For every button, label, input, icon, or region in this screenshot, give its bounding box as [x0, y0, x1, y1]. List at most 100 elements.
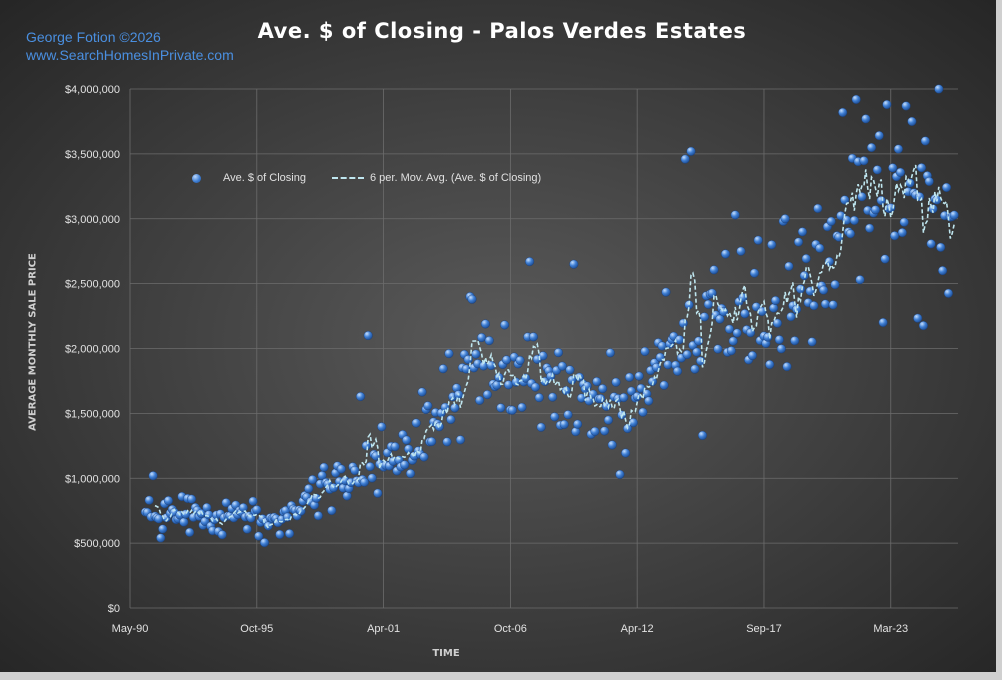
data-point	[550, 412, 560, 422]
x-tick-label: Sep-17	[746, 623, 781, 635]
series-moving-average	[154, 164, 955, 530]
data-point	[767, 240, 777, 250]
data-point	[857, 192, 867, 202]
data-point	[861, 114, 871, 124]
data-point	[515, 355, 525, 365]
data-point	[686, 146, 696, 156]
data-point	[419, 452, 429, 462]
data-point	[632, 392, 642, 402]
data-point	[538, 351, 548, 361]
data-point	[949, 210, 959, 220]
data-point	[876, 195, 886, 205]
data-point	[367, 473, 377, 483]
data-point	[400, 460, 410, 470]
y-tick-label: $3,000,000	[65, 214, 120, 226]
legend-dashed-line-icon	[332, 177, 364, 179]
data-point	[242, 524, 252, 534]
data-point	[678, 318, 688, 328]
data-point	[590, 426, 600, 436]
x-tick-label: Apr-12	[621, 623, 654, 635]
data-point	[728, 336, 738, 346]
legend-label-ave-closing: Ave. $ of Closing	[223, 172, 306, 184]
data-point	[502, 355, 512, 365]
chart-title: Ave. $ of Closing - Palos Verdes Estates	[257, 19, 747, 43]
data-point	[934, 84, 944, 94]
data-point	[359, 477, 369, 487]
data-point	[361, 441, 371, 451]
data-point	[634, 371, 644, 381]
data-point	[536, 422, 546, 432]
data-point	[248, 496, 258, 506]
data-point	[913, 313, 923, 323]
data-point	[834, 232, 844, 242]
data-point	[648, 377, 658, 387]
data-point	[893, 144, 903, 154]
data-point	[659, 380, 669, 390]
data-point	[311, 493, 321, 503]
data-point	[796, 284, 806, 294]
y-tick-label: $0	[108, 603, 120, 615]
data-point	[471, 349, 481, 359]
data-point	[917, 163, 927, 173]
data-point	[638, 407, 648, 417]
data-point	[826, 216, 836, 226]
data-point	[703, 299, 713, 309]
data-point	[402, 435, 412, 445]
data-point	[596, 394, 606, 404]
data-point	[390, 442, 400, 452]
data-point	[559, 419, 569, 429]
data-point	[790, 336, 800, 346]
data-point	[715, 314, 725, 324]
data-point	[621, 448, 631, 458]
data-point	[567, 375, 577, 385]
y-tick-label: $1,000,000	[65, 473, 120, 485]
data-point	[446, 415, 456, 425]
data-point	[807, 337, 817, 347]
data-point	[534, 393, 544, 403]
data-point	[819, 285, 829, 295]
data-point	[878, 318, 888, 328]
data-point	[438, 364, 448, 374]
data-point	[721, 249, 731, 259]
data-point	[285, 529, 295, 539]
data-point	[327, 506, 337, 516]
data-point	[144, 495, 154, 505]
data-point	[221, 498, 231, 508]
data-point	[771, 296, 781, 306]
credit-website[interactable]: www.SearchHomesInPrivate.com	[26, 47, 234, 63]
data-point	[592, 377, 602, 387]
data-point	[690, 364, 700, 374]
data-point	[872, 165, 882, 175]
data-point	[467, 294, 477, 304]
data-point	[851, 94, 861, 104]
x-tick-label: Oct-06	[494, 623, 527, 635]
data-point	[880, 254, 890, 264]
legend-entry-ave-closing: Ave. $ of Closing	[192, 172, 306, 184]
legend-marker-ball-icon	[192, 173, 201, 183]
credit-author: George Fotion ©2026	[26, 29, 161, 45]
data-point	[365, 462, 375, 472]
y-tick-label: $2,000,000	[65, 344, 120, 356]
axis-labels: $0 $500,000 $1,000,000 $1,500,000 $2,000,000…	[65, 84, 908, 635]
data-point	[304, 484, 314, 494]
y-tick-label: $2,500,000	[65, 279, 120, 291]
data-point	[782, 362, 792, 372]
data-point	[726, 346, 736, 356]
data-point	[943, 288, 953, 298]
data-point	[813, 203, 823, 213]
data-point	[615, 469, 625, 479]
data-point	[865, 223, 875, 233]
data-point	[275, 529, 285, 539]
data-point	[765, 360, 775, 370]
y-tick-label: $3,500,000	[65, 149, 120, 161]
data-point	[855, 275, 865, 285]
data-point	[605, 348, 615, 358]
y-tick-label: $500,000	[74, 538, 120, 550]
data-point	[492, 380, 502, 390]
data-point	[897, 228, 907, 238]
data-point	[507, 405, 517, 415]
data-point	[907, 116, 917, 126]
data-point	[696, 356, 706, 366]
data-point	[577, 393, 587, 403]
x-axis-title: TIME	[432, 648, 460, 659]
